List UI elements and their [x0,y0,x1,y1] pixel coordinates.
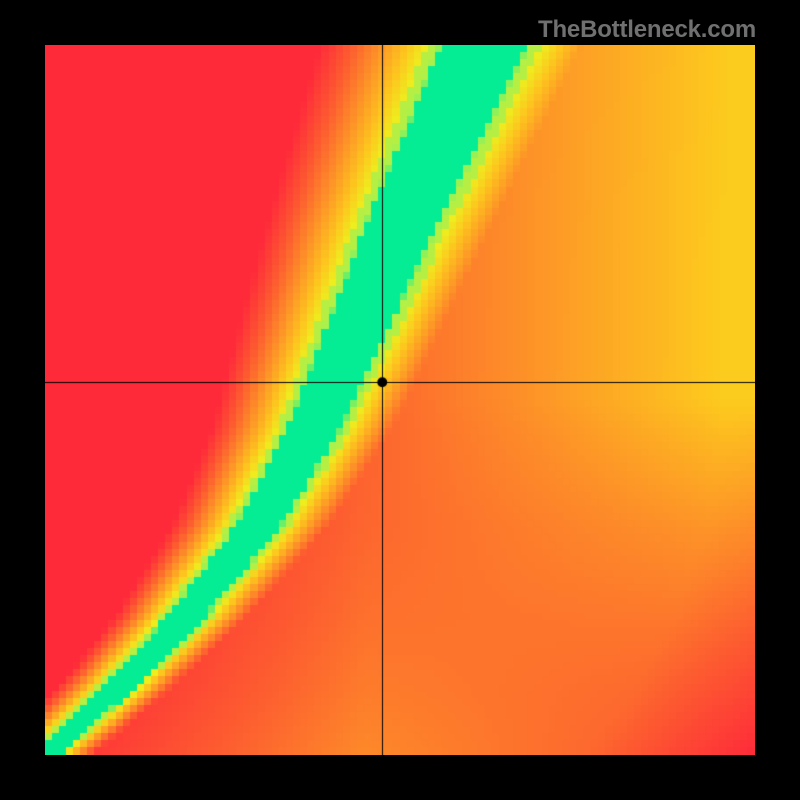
watermark-text: TheBottleneck.com [538,16,756,44]
bottleneck-heatmap [45,45,755,755]
